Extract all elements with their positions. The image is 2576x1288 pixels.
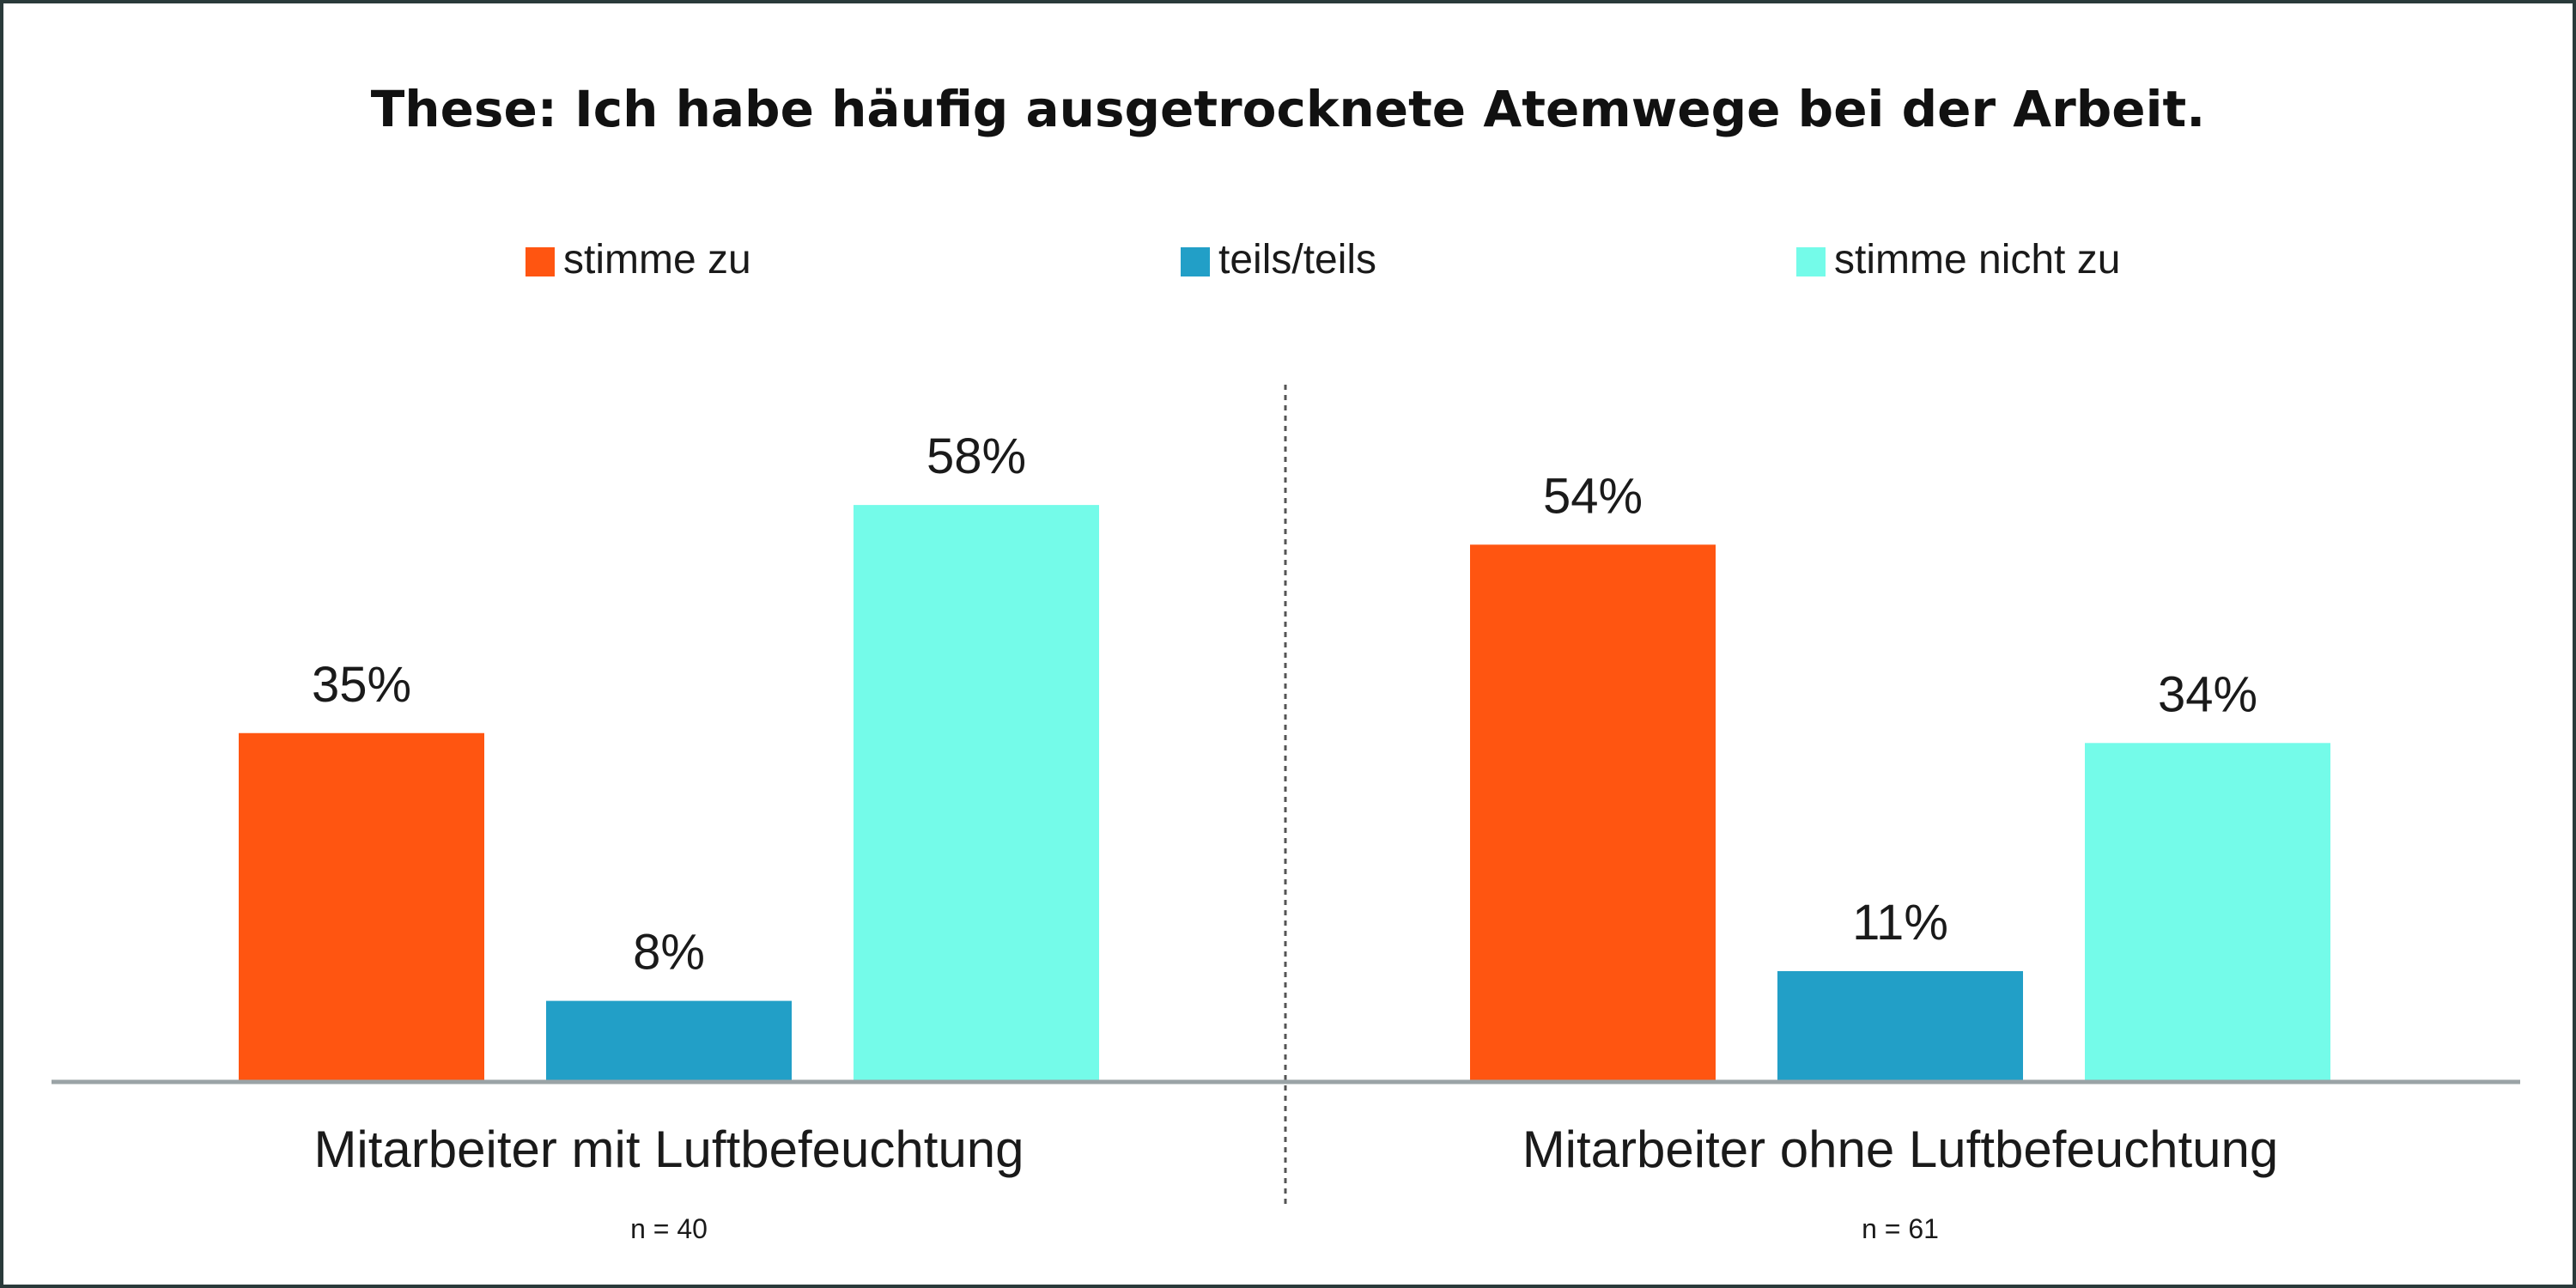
legend-label-0: stimme zu: [563, 237, 751, 283]
category-label-0: Mitarbeiter mit Luftbefeuchtung: [313, 1121, 1024, 1178]
bar-1-2: [2085, 743, 2330, 1080]
value-label-0-2: 58%: [927, 428, 1026, 484]
value-label-1-1: 11%: [1852, 895, 1948, 951]
value-label-0-1: 8%: [633, 925, 705, 981]
bar-0-0: [239, 732, 484, 1080]
legend-swatch-2: [1796, 247, 1826, 276]
legend-label-2: stimme nicht zu: [1834, 237, 2120, 283]
legend: stimme zu teils/teils stimme nicht zu: [526, 237, 2120, 283]
value-label-1-0: 54%: [1543, 468, 1643, 524]
sample-size-1: n = 61: [1862, 1213, 1939, 1244]
sample-size-0: n = 40: [630, 1213, 708, 1244]
value-labels: 35% 8% 58% 54% 11% 34%: [312, 428, 2257, 981]
bar-1-0: [1470, 544, 1716, 1080]
legend-swatch-1: [1181, 247, 1210, 276]
value-label-1-2: 34%: [2158, 666, 2257, 722]
category-label-1: Mitarbeiter ohne Luftbefeuchtung: [1522, 1121, 2279, 1178]
group-labels: Mitarbeiter mit Luftbefeuchtung n = 40 Mit…: [313, 1121, 2278, 1244]
bar-0-2: [854, 505, 1099, 1080]
legend-swatch-0: [526, 247, 555, 276]
bars: [239, 505, 2330, 1080]
chart-title: These: Ich habe häufig ausgetrocknete At…: [371, 80, 2206, 138]
bar-0-1: [546, 1000, 792, 1080]
bar-1-1: [1777, 970, 2023, 1080]
value-label-0-0: 35%: [312, 657, 411, 713]
legend-label-1: teils/teils: [1218, 237, 1376, 283]
